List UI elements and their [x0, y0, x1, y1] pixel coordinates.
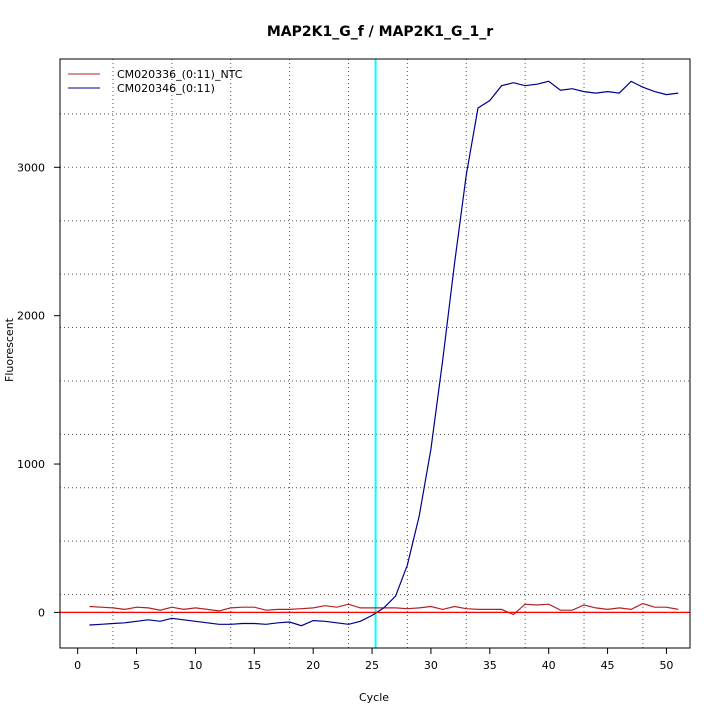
- x-tick-label: 40: [542, 659, 556, 672]
- series-line-2: [89, 80, 679, 627]
- x-tick-label: 30: [424, 659, 438, 672]
- x-tick-label: 0: [74, 659, 81, 672]
- y-tick-label: 0: [38, 606, 45, 619]
- x-tick-label: 45: [601, 659, 615, 672]
- series-layer: [60, 80, 690, 627]
- y-axis-label: Fluorescent: [3, 317, 16, 382]
- y-axis: 0 1000 2000 3000: [17, 161, 60, 619]
- grid-lines: [60, 59, 690, 648]
- legend-label-2: CM020346_(0:11): [117, 82, 215, 95]
- chart-title: MAP2K1_G_f / MAP2K1_G_1_r: [267, 24, 493, 40]
- x-tick-label: 50: [659, 659, 673, 672]
- x-tick-label: 10: [188, 659, 202, 672]
- x-axis: 0 5 10 15 20 25 30 35 40 45 50: [74, 647, 673, 672]
- y-tick-label: 2000: [17, 310, 45, 323]
- x-tick-label: 35: [483, 659, 497, 672]
- legend-label-1: CM020336_(0:11)_NTC: [117, 68, 243, 81]
- y-tick-label: 3000: [17, 161, 45, 174]
- x-tick-label: 25: [365, 659, 379, 672]
- y-tick-label: 1000: [17, 458, 45, 471]
- x-tick-label: 15: [247, 659, 261, 672]
- x-tick-label: 5: [133, 659, 140, 672]
- x-tick-label: 20: [306, 659, 320, 672]
- x-axis-label: Cycle: [359, 691, 389, 704]
